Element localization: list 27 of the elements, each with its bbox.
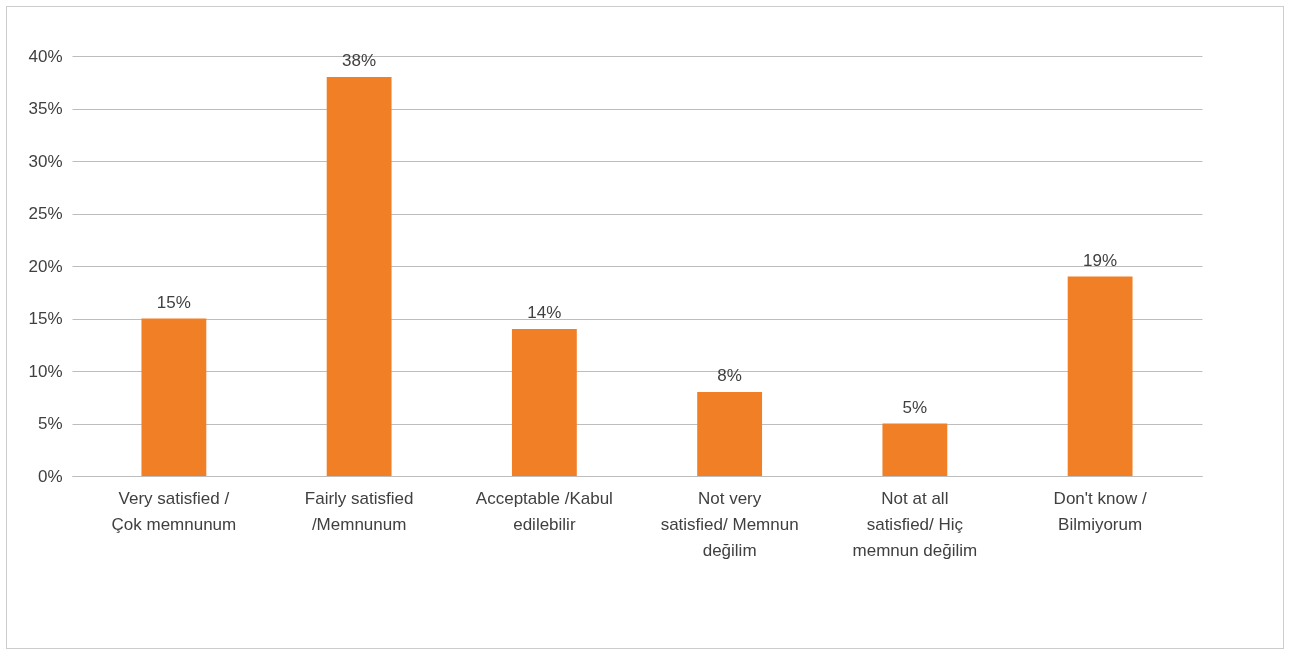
bar [141, 318, 207, 476]
y-tick-label: 25% [28, 204, 63, 223]
y-tick-label: 5% [37, 414, 63, 433]
x-tick-label: Don't know / Bilmiyorum [1053, 488, 1147, 534]
bar [882, 423, 948, 476]
y-tick-label: 10% [28, 361, 63, 381]
y-tick-label: 0% [37, 466, 63, 486]
y-tick-label: 35% [28, 99, 63, 118]
y-tick-label: 15% [28, 309, 63, 328]
data-label: 19% [1083, 250, 1118, 270]
data-label: 38% [342, 51, 377, 70]
data-label: 15% [156, 292, 191, 312]
y-tick-label: 30% [28, 151, 63, 171]
bar [697, 392, 763, 476]
bar [511, 329, 577, 476]
bar [326, 77, 392, 476]
x-tick-label: Not at all satisfied/ Hiç memnun değilim [852, 488, 978, 560]
x-tick-label: Not very satisfied/ Memnun değilim [660, 488, 799, 560]
bar [1067, 276, 1133, 476]
y-tick-label: 20% [28, 256, 63, 276]
x-tick-label: Acceptable /Kabul edilebilir [475, 488, 613, 534]
y-tick-label: 40% [28, 46, 63, 66]
x-tick-label: Fairly satisfied /Memnunum [304, 488, 414, 534]
data-label: 5% [902, 397, 928, 417]
data-label: 8% [717, 366, 742, 385]
x-tick-label: Very satisfied / Çok memnunum [111, 488, 237, 534]
data-label: 14% [527, 303, 562, 322]
